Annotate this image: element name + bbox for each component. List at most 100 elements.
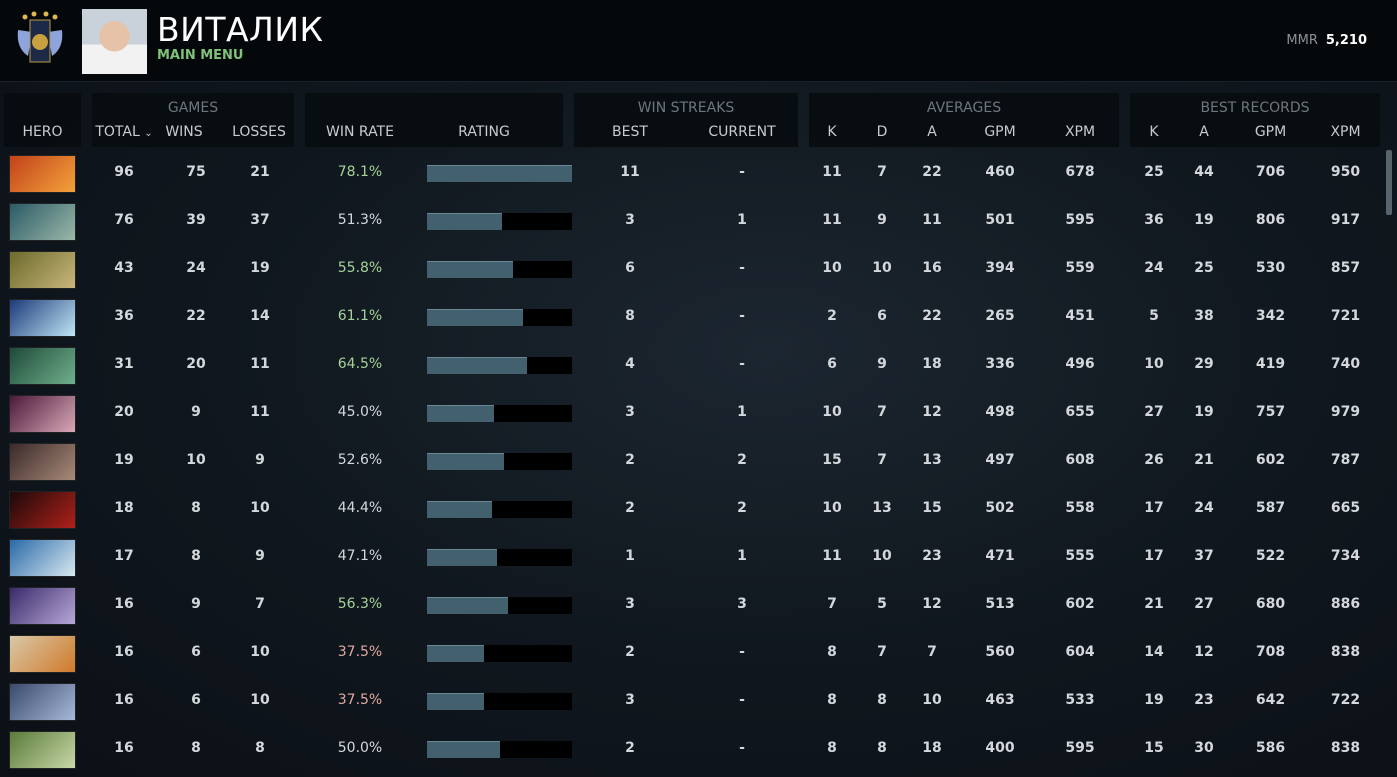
hero-portrait[interactable] xyxy=(9,491,76,529)
cell-bk: 17 xyxy=(1144,548,1164,564)
col-avg-d[interactable]: D xyxy=(876,124,888,140)
hero-row[interactable]: 96 75 21 78.1% 11 - 11 7 22 460 678 25 44 706 950 xyxy=(0,150,1380,198)
cell-bxpm: 740 xyxy=(1330,356,1361,372)
col-hero[interactable]: HERO xyxy=(22,124,63,140)
rating-bar xyxy=(427,453,572,470)
cell-a: 12 xyxy=(922,596,942,612)
cell-ba: 29 xyxy=(1194,356,1214,372)
cell-ba: 23 xyxy=(1194,692,1214,708)
cell-total: 43 xyxy=(114,260,134,276)
hero-row[interactable]: 16 6 10 37.5% 3 - 8 8 10 463 533 19 23 642 722 xyxy=(0,678,1380,726)
hero-row[interactable]: 16 6 10 37.5% 2 - 8 7 7 560 604 14 12 708 838 xyxy=(0,630,1380,678)
hero-portrait[interactable] xyxy=(9,155,76,193)
cell-d: 13 xyxy=(872,500,892,516)
hero-portrait[interactable] xyxy=(9,587,76,625)
cell-current: - xyxy=(739,692,745,708)
cell-total: 20 xyxy=(114,404,134,420)
hero-row[interactable]: 17 8 9 47.1% 1 1 11 10 23 471 555 17 37 522 734 xyxy=(0,534,1380,582)
hero-row[interactable]: 20 9 11 45.0% 3 1 10 7 12 498 655 27 19 757 979 xyxy=(0,390,1380,438)
cell-a: 22 xyxy=(922,164,942,180)
cell-k: 11 xyxy=(822,548,842,564)
col-avg-a[interactable]: A xyxy=(927,124,937,140)
cell-k: 11 xyxy=(822,164,842,180)
cell-gpm: 560 xyxy=(985,644,1015,660)
cell-d: 7 xyxy=(877,404,887,420)
scrollbar[interactable] xyxy=(1386,150,1392,215)
col-wins[interactable]: WINS xyxy=(165,124,203,140)
cell-bxpm: 979 xyxy=(1330,404,1361,420)
cell-best: 1 xyxy=(625,548,635,564)
cell-bgpm: 806 xyxy=(1255,212,1286,228)
hero-row[interactable]: 36 22 14 61.1% 8 - 2 6 22 265 451 5 38 342 721 xyxy=(0,294,1380,342)
cell-bxpm: 721 xyxy=(1330,308,1361,324)
cell-total: 16 xyxy=(114,692,134,708)
winrate-group-bg xyxy=(305,93,563,147)
cell-losses: 21 xyxy=(250,164,270,180)
cell-wins: 6 xyxy=(191,692,201,708)
col-best-xpm[interactable]: XPM xyxy=(1330,124,1361,140)
col-current-streak[interactable]: CURRENT xyxy=(708,124,776,140)
hero-portrait[interactable] xyxy=(9,395,76,433)
col-avg-gpm[interactable]: GPM xyxy=(984,124,1016,140)
cell-bk: 26 xyxy=(1144,452,1164,468)
main-menu-link[interactable]: MAIN MENU xyxy=(157,48,244,63)
cell-best: 3 xyxy=(625,692,635,708)
hero-row[interactable]: 16 9 7 56.3% 3 3 7 5 12 513 602 21 27 680 886 xyxy=(0,582,1380,630)
cell-xpm: 595 xyxy=(1065,212,1095,228)
hero-portrait[interactable] xyxy=(9,635,76,673)
cell-wins: 10 xyxy=(186,452,206,468)
hero-row[interactable]: 76 39 37 51.3% 3 1 11 9 11 501 595 36 19 806 917 xyxy=(0,198,1380,246)
cell-a: 7 xyxy=(927,644,937,660)
col-best-a[interactable]: A xyxy=(1199,124,1209,140)
player-avatar[interactable] xyxy=(82,9,147,74)
col-total-label: TOTAL xyxy=(95,124,140,140)
cell-bgpm: 530 xyxy=(1255,260,1286,276)
cell-current: 2 xyxy=(737,500,747,516)
hero-portrait[interactable] xyxy=(9,347,76,385)
cell-a: 13 xyxy=(922,452,942,468)
col-losses[interactable]: LOSSES xyxy=(232,124,286,140)
col-rating[interactable]: RATING xyxy=(458,124,510,140)
hero-portrait[interactable] xyxy=(9,731,76,769)
col-best-k[interactable]: K xyxy=(1149,124,1159,140)
hero-portrait[interactable] xyxy=(9,203,76,241)
rating-bar xyxy=(427,549,572,566)
hero-row[interactable]: 16 8 8 50.0% 2 - 8 8 18 400 595 15 30 586 838 xyxy=(0,726,1380,774)
col-win-rate[interactable]: WIN RATE xyxy=(326,124,394,140)
rating-bar xyxy=(427,741,572,758)
hero-row[interactable]: 43 24 19 55.8% 6 - 10 10 16 394 559 24 25 530 857 xyxy=(0,246,1380,294)
hero-portrait[interactable] xyxy=(9,539,76,577)
col-total[interactable]: TOTAL ⌄ xyxy=(94,124,154,140)
cell-current: - xyxy=(739,164,745,180)
streaks-group-bg xyxy=(574,93,798,147)
col-best-gpm[interactable]: GPM xyxy=(1254,124,1287,140)
hero-row[interactable]: 31 20 11 64.5% 4 - 6 9 18 336 496 10 29 419 740 xyxy=(0,342,1380,390)
hero-portrait[interactable] xyxy=(9,683,76,721)
cell-best: 3 xyxy=(625,596,635,612)
cell-ba: 12 xyxy=(1194,644,1214,660)
cell-win-rate: 55.8% xyxy=(337,260,383,276)
hero-portrait[interactable] xyxy=(9,443,76,481)
cell-losses: 10 xyxy=(250,692,270,708)
cell-bxpm: 838 xyxy=(1330,644,1361,660)
cell-bxpm: 857 xyxy=(1330,260,1361,276)
cell-wins: 6 xyxy=(191,644,201,660)
hero-group-bg xyxy=(4,93,81,147)
cell-a: 22 xyxy=(922,308,942,324)
cell-current: 1 xyxy=(737,548,747,564)
hero-row[interactable]: 19 10 9 52.6% 2 2 15 7 13 497 608 26 21 602 787 xyxy=(0,438,1380,486)
cell-losses: 9 xyxy=(255,452,265,468)
col-avg-xpm[interactable]: XPM xyxy=(1064,124,1096,140)
rating-bar-fill xyxy=(427,501,493,518)
col-best-streak[interactable]: BEST xyxy=(612,124,648,140)
cell-xpm: 608 xyxy=(1065,452,1095,468)
hero-row[interactable]: 18 8 10 44.4% 2 2 10 13 15 502 558 17 24 587 665 xyxy=(0,486,1380,534)
cell-xpm: 451 xyxy=(1065,308,1095,324)
cell-current: - xyxy=(739,308,745,324)
col-avg-k[interactable]: K xyxy=(827,124,837,140)
hero-portrait[interactable] xyxy=(9,299,76,337)
cell-a: 18 xyxy=(922,356,942,372)
hero-portrait[interactable] xyxy=(9,251,76,289)
cell-gpm: 460 xyxy=(985,164,1015,180)
cell-a: 15 xyxy=(922,500,942,516)
